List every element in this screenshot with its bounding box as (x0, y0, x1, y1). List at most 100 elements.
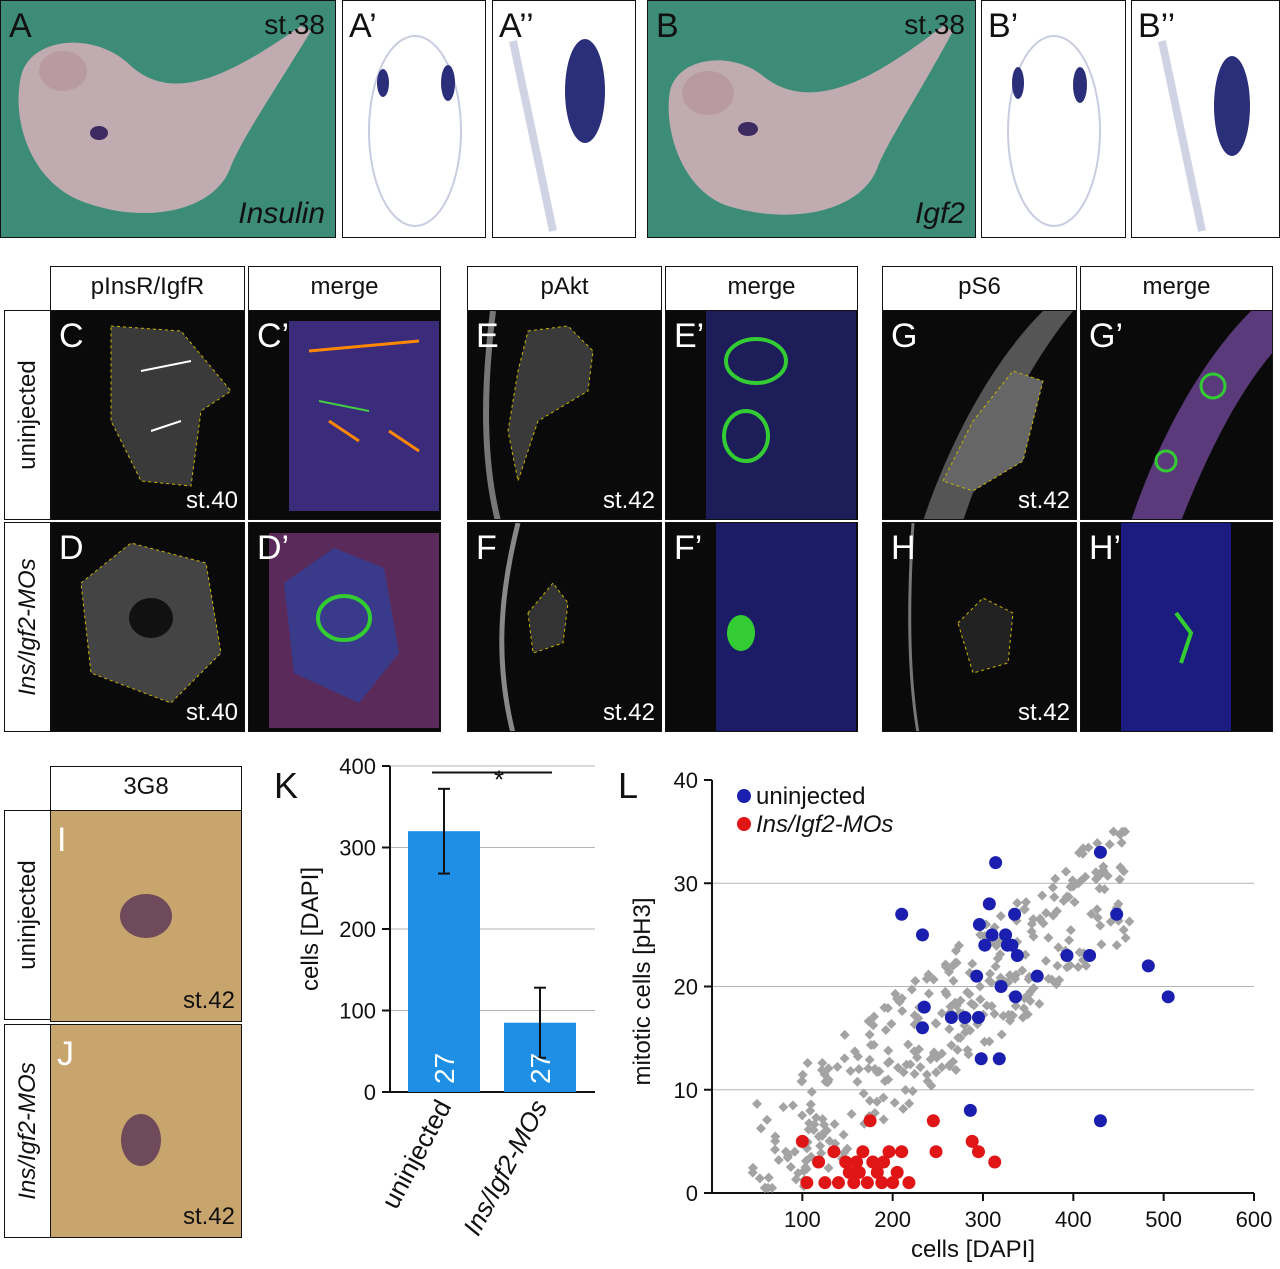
background-point (953, 940, 964, 951)
background-point (1063, 892, 1074, 903)
background-point (806, 1086, 817, 1097)
gene-label-igf2: Igf2 (914, 197, 965, 230)
background-point (760, 1182, 771, 1193)
row-label-ins-igf2-mos-3g8: Ins/Igf2-MOs (4, 1024, 50, 1238)
background-point (1012, 898, 1023, 909)
panel-label-e: E (476, 317, 499, 355)
background-point (1083, 842, 1094, 853)
uninjected-point (992, 1052, 1006, 1066)
background-point (751, 1098, 762, 1109)
y-tick-label: 10 (674, 1078, 698, 1103)
background-point (921, 973, 932, 984)
background-point (770, 1136, 781, 1147)
header-pinsr-igfr: pInsR/IgfR (50, 266, 245, 310)
background-point (883, 1074, 894, 1085)
background-point (829, 1119, 840, 1130)
micrograph-illustration (499, 523, 569, 731)
y-tick-label: 30 (674, 871, 698, 896)
y-tick-label: 40 (674, 768, 698, 793)
panel-label-i: I (57, 821, 67, 859)
background-point (1091, 874, 1102, 885)
morphant-point (852, 1165, 866, 1179)
panel-label-d1: D’ (257, 529, 290, 567)
panel-label-a1: A’ (349, 7, 377, 45)
background-point (900, 1084, 911, 1095)
background-point (903, 1039, 914, 1050)
header-3g8: 3G8 (50, 766, 242, 810)
background-point (953, 1032, 964, 1043)
uninjected-point (958, 1010, 972, 1024)
background-point (1093, 871, 1104, 882)
stage-label-a: st.38 (264, 9, 325, 40)
uninjected-point (999, 928, 1013, 942)
y-tick-label: 0 (364, 1080, 376, 1105)
background-point (1052, 960, 1063, 971)
background-point (804, 1118, 815, 1129)
background-point (931, 1018, 942, 1029)
header-merge-e: merge (665, 266, 858, 310)
background-point (846, 1108, 857, 1119)
background-point (1099, 884, 1110, 895)
uninjected-point (963, 1103, 977, 1117)
y-axis-title: cells [DAPI] (297, 867, 324, 991)
morphant-point (800, 1176, 814, 1190)
stage-label-d: st.40 (185, 699, 238, 726)
morphant-point (870, 1165, 884, 1179)
panel-label-h1: H’ (1089, 529, 1122, 567)
background-point (1124, 916, 1135, 927)
panel-a2-section-zoom: A’’ (492, 0, 636, 238)
panel-label-f1: F’ (674, 529, 703, 567)
background-point (944, 1024, 955, 1035)
morphant-point (866, 1155, 880, 1169)
morphant-point (856, 1145, 870, 1159)
background-point (896, 993, 907, 1004)
background-point (838, 1129, 849, 1140)
background-point (817, 1057, 828, 1068)
background-point (975, 929, 986, 940)
panel-label-c1: C’ (257, 317, 290, 355)
background-point (883, 1045, 894, 1056)
background-point (1108, 826, 1119, 837)
panel-label-d: D (59, 529, 84, 567)
background-point (842, 1143, 853, 1154)
background-point (762, 1114, 773, 1125)
uninjected-point (978, 938, 992, 952)
background-point (1047, 882, 1058, 893)
background-point (839, 1029, 850, 1040)
background-point (1010, 1000, 1021, 1011)
panel-e1-merge: E’ (665, 310, 858, 520)
background-point (822, 1077, 833, 1088)
background-point (1073, 961, 1084, 972)
significance-mark: * (494, 765, 504, 795)
background-point (802, 1058, 813, 1069)
legend-marker-uninjected (737, 789, 751, 803)
stage-label-e: st.42 (602, 487, 655, 514)
background-point (946, 1040, 957, 1051)
panel-i-3g8: I st.42 (50, 810, 242, 1022)
uninjected-point (974, 1052, 988, 1066)
panel-f-pakt: F st.42 (467, 522, 662, 732)
background-point (1105, 916, 1116, 927)
background-point (923, 969, 934, 980)
x-tick-label: 300 (965, 1207, 1002, 1232)
background-point (904, 1098, 915, 1109)
background-point (1092, 912, 1103, 923)
uninjected-point (915, 1021, 929, 1035)
uninjected-point (944, 1010, 958, 1024)
section-illustration (368, 35, 462, 227)
background-point (986, 1001, 997, 1012)
background-point (839, 1053, 850, 1064)
background-point (936, 1008, 947, 1019)
background-point (991, 940, 1002, 951)
background-point (944, 1059, 955, 1070)
background-point (1090, 867, 1101, 878)
morphant-point (877, 1155, 891, 1169)
background-point (1058, 895, 1069, 906)
background-point (801, 1155, 812, 1166)
morphant-point (926, 1114, 940, 1128)
background-point (868, 1039, 879, 1050)
background-point (1120, 932, 1131, 943)
header-merge-g: merge (1080, 266, 1273, 310)
background-point (907, 1086, 918, 1097)
background-point (1064, 960, 1075, 971)
